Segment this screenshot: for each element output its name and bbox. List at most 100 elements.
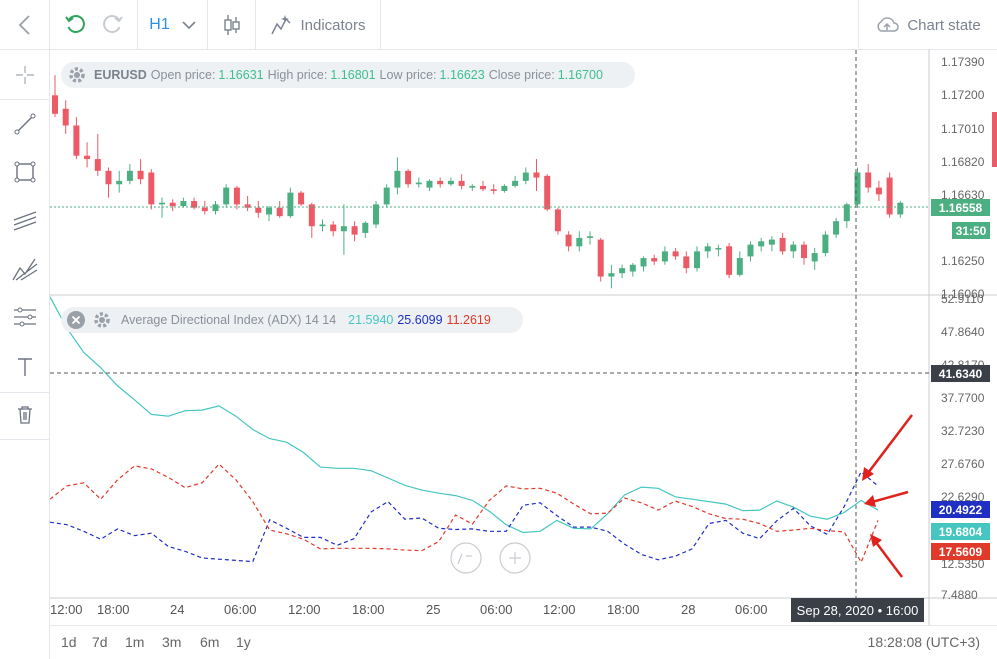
rectangle-tool[interactable] — [0, 155, 49, 189]
crosshair-tool[interactable] — [0, 58, 49, 92]
undo-redo-group — [50, 0, 138, 50]
candle — [105, 167, 112, 198]
redo-button[interactable] — [102, 14, 124, 36]
candle — [94, 133, 101, 176]
candle — [833, 217, 840, 238]
crossover-handle-left[interactable] — [450, 542, 482, 574]
chart-canvas[interactable] — [50, 50, 997, 625]
crosshair-time-tag: Sep 28, 2020 • 16:00 — [791, 598, 924, 622]
candle — [704, 242, 711, 259]
adx-tick: 37.7700 — [941, 391, 985, 405]
adx-tick: 27.6760 — [941, 457, 985, 471]
gear-icon[interactable] — [92, 310, 112, 330]
candle — [159, 197, 165, 218]
clock: 18:28:08 (UTC+3) — [867, 634, 980, 650]
time-tick: 12:00 — [50, 602, 83, 617]
crosshair-value-tag: 41.6340 — [931, 365, 990, 382]
candle — [298, 190, 305, 207]
candle — [886, 172, 893, 218]
chevron-down-icon — [182, 21, 196, 30]
adx-tag: 19.6804 — [931, 523, 990, 540]
minus-di-value: 11.2619 — [446, 313, 491, 327]
time-tick: 18:00 — [607, 602, 640, 617]
price-tick: 1.16250 — [941, 254, 985, 268]
candle — [469, 184, 476, 191]
plus-di-tag: 20.4922 — [931, 501, 990, 518]
plus-di-line — [50, 470, 879, 563]
candle — [266, 206, 272, 222]
chart-type-button[interactable] — [208, 0, 256, 50]
price-tick: 1.17200 — [941, 88, 985, 102]
candle — [191, 197, 198, 210]
indicators-button[interactable]: Indicators — [256, 0, 381, 50]
time-tick: 06:00 — [735, 602, 768, 617]
range-bar: 1d 7d 1m 3m 6m 1y 18:28:08 (UTC+3) — [50, 625, 997, 659]
candle — [726, 242, 733, 279]
delete-drawings-button[interactable] — [0, 398, 49, 432]
timeframe-select[interactable]: H1 — [138, 0, 208, 50]
adx-line — [50, 296, 879, 534]
candle — [672, 248, 679, 260]
candle — [854, 167, 861, 208]
candle — [597, 237, 604, 282]
symbol-label: EURUSD — [94, 68, 147, 82]
adx-legend: Average Directional Index (ADX) 14 14 21… — [61, 307, 523, 333]
close-icon[interactable] — [66, 310, 86, 330]
time-tick: 25 — [426, 602, 441, 617]
candle — [169, 199, 176, 212]
candle — [148, 169, 155, 210]
range-7d[interactable]: 7d — [92, 634, 108, 650]
candle — [790, 241, 797, 259]
candle — [715, 244, 722, 257]
candle-countdown: 31:50 — [952, 222, 990, 239]
candle — [383, 184, 390, 208]
back-button[interactable] — [0, 0, 50, 50]
fibonacci-tool[interactable] — [0, 252, 49, 286]
time-tick: 28 — [681, 602, 696, 617]
close-value: 1.16700 — [557, 68, 603, 82]
candle — [801, 241, 807, 265]
range-3m[interactable]: 3m — [162, 634, 182, 650]
range-6m[interactable]: 6m — [200, 634, 220, 650]
chart-state-button[interactable]: Chart state — [858, 0, 997, 50]
candle — [480, 180, 486, 191]
adx-tick: 52.9110 — [941, 292, 984, 306]
range-1m[interactable]: 1m — [125, 634, 145, 650]
crossover-handle-right[interactable] — [499, 542, 531, 574]
time-tick: 24 — [170, 602, 185, 617]
trend-line-tool[interactable] — [0, 107, 49, 141]
candle — [522, 167, 529, 185]
candle — [426, 179, 433, 191]
candle — [458, 174, 465, 190]
text-tool[interactable] — [0, 350, 49, 384]
candle — [340, 204, 347, 255]
levels-tool[interactable] — [0, 300, 49, 334]
candle — [533, 159, 540, 191]
candle — [897, 201, 904, 218]
adx-tick: 22.6290 — [941, 490, 985, 504]
price-legend: EURUSD Open price: 1.16631 High price: 1.1… — [61, 62, 635, 88]
gear-icon[interactable] — [67, 65, 87, 85]
adx-pane — [50, 296, 879, 564]
candle — [415, 177, 422, 188]
candle — [52, 75, 58, 118]
last-price-tag: 1.16558 — [931, 199, 990, 216]
minus-di-tag: 17.5609 — [931, 543, 990, 560]
price-tick: 1.16820 — [941, 155, 985, 169]
price-tick: 1.17390 — [941, 55, 985, 69]
candle — [768, 236, 775, 252]
open-value: 1.16631 — [218, 68, 264, 82]
crosshair-icon — [15, 66, 34, 84]
candle — [137, 159, 144, 185]
range-1d[interactable]: 1d — [61, 634, 77, 650]
candle — [661, 246, 668, 265]
undo-button[interactable] — [64, 14, 86, 36]
channel-tool[interactable] — [0, 203, 49, 237]
price-tick: 1.17010 — [941, 122, 985, 136]
candle — [544, 174, 551, 212]
range-1y[interactable]: 1y — [236, 634, 251, 650]
trend-line-icon — [14, 113, 35, 135]
rectangle-icon — [14, 161, 35, 183]
chevron-left-icon — [18, 15, 30, 35]
candle — [255, 201, 262, 218]
